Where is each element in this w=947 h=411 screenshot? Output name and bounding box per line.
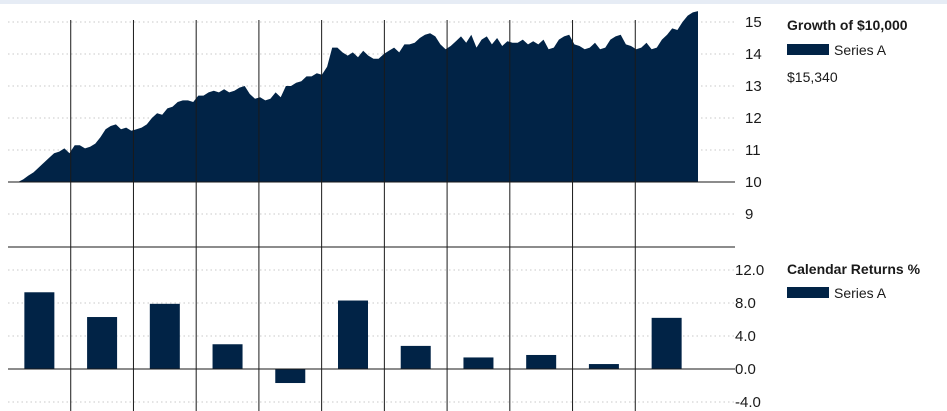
returns-bar-layer xyxy=(24,292,682,384)
returns-legend-label: Series A xyxy=(834,285,887,301)
growth-legend-label: Series A xyxy=(834,42,887,58)
growth-y-tick-label: 15 xyxy=(745,14,762,31)
return-bar xyxy=(338,300,368,369)
return-bar xyxy=(24,292,55,369)
return-bar xyxy=(400,345,431,369)
returns-y-tick-label: 4.0 xyxy=(735,328,756,345)
returns-y-tick-label: 8.0 xyxy=(735,295,756,312)
return-bar xyxy=(149,303,180,369)
growth-area xyxy=(18,11,698,182)
growth-area-layer xyxy=(18,11,698,182)
return-bar xyxy=(275,369,306,384)
growth-end-value: $15,340 xyxy=(787,69,838,85)
returns-y-tick-label: 12.0 xyxy=(735,262,764,279)
return-bar xyxy=(526,354,557,369)
growth-y-tick-label: 13 xyxy=(745,78,762,95)
growth-y-tick-label: 12 xyxy=(745,110,762,127)
tick-label-layer: 15 14 13 12 11 10 9 12.0 8.0 4.0 0.0 -4.0 xyxy=(735,14,764,411)
growth-legend-swatch xyxy=(787,44,829,55)
returns-title: Calendar Returns % xyxy=(787,261,921,277)
returns-y-tick-label: -4.0 xyxy=(735,394,761,411)
returns-y-tick-label: 0.0 xyxy=(735,361,756,378)
growth-y-tick-label: 10 xyxy=(745,174,762,191)
top-strip xyxy=(0,0,947,4)
growth-title: Growth of $10,000 xyxy=(787,17,908,33)
growth-y-tick-label: 11 xyxy=(745,142,761,159)
returns-legend-swatch xyxy=(787,287,829,298)
return-bar xyxy=(463,357,494,369)
return-bar xyxy=(651,317,682,369)
rule-layer xyxy=(8,20,735,411)
growth-y-tick-label: 9 xyxy=(745,206,753,223)
growth-y-tick-label: 14 xyxy=(745,46,762,63)
return-bar xyxy=(588,364,619,369)
return-bar xyxy=(87,317,118,369)
returns-legend: Calendar Returns % Series A xyxy=(787,261,921,301)
growth-legend: Growth of $10,000 Series A $15,340 xyxy=(787,17,908,85)
return-bar xyxy=(212,344,243,369)
